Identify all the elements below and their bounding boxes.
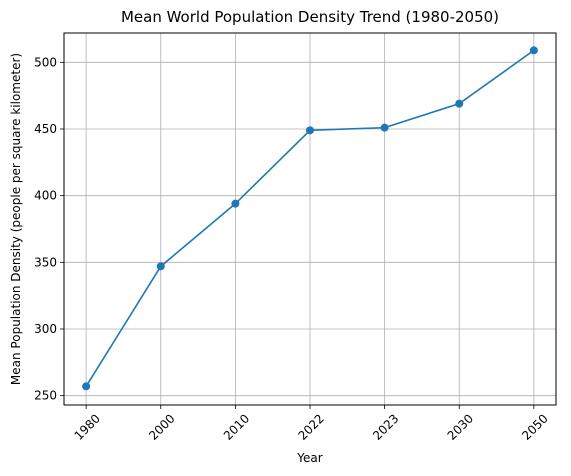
x-tick-label: 2000 [146, 411, 177, 442]
x-tick-label: 2050 [519, 411, 550, 442]
y-tick-label: 500 [34, 55, 57, 69]
grid-lines [64, 33, 556, 405]
series-group [82, 46, 538, 391]
data-point [82, 382, 91, 391]
y-axis-label: Mean Population Density (people per squa… [9, 53, 23, 385]
x-tick-label: 2030 [445, 411, 476, 442]
data-point [455, 99, 464, 108]
data-point [156, 262, 165, 271]
chart-title: Mean World Population Density Trend (198… [121, 8, 499, 26]
x-tick-label: 2010 [221, 411, 252, 442]
y-tick-label: 350 [34, 255, 57, 269]
data-point [306, 126, 314, 135]
y-tick-label: 300 [34, 322, 57, 336]
x-axis-label: Year [296, 451, 322, 465]
x-tick-label: 2023 [370, 411, 401, 442]
x-tick-label: 2022 [295, 411, 326, 442]
y-tick-label: 400 [34, 189, 57, 203]
data-point [380, 123, 389, 132]
data-point [529, 46, 538, 55]
x-tick-label: 1980 [72, 411, 103, 442]
tick-group: 1980 2000 2010 2022 2023 2030 2050 250 300 350 400… [34, 55, 551, 443]
y-tick-label: 450 [34, 122, 57, 136]
y-tick-label: 250 [34, 389, 57, 403]
data-point [231, 199, 240, 208]
